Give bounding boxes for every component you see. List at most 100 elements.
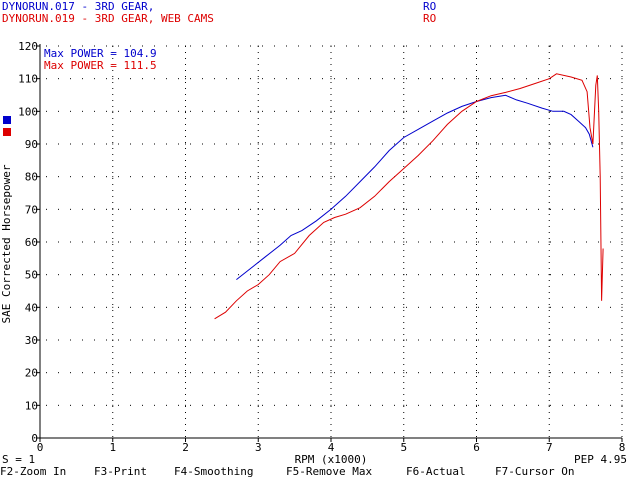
grid-dot bbox=[58, 404, 59, 406]
grid-dot bbox=[466, 241, 467, 243]
grid-dot bbox=[514, 274, 515, 276]
grid-dot bbox=[58, 176, 59, 178]
grid-dot bbox=[403, 358, 405, 359]
grid-dot bbox=[112, 436, 114, 437]
grid-dot bbox=[454, 339, 455, 341]
grid-dot bbox=[334, 176, 335, 178]
grid-dot bbox=[621, 142, 623, 143]
grid-dot bbox=[621, 388, 623, 389]
grid-dot bbox=[330, 244, 332, 245]
grid-dot bbox=[330, 208, 332, 209]
grid-dot bbox=[621, 406, 623, 407]
grid-dot bbox=[382, 339, 383, 341]
zoom-in-key[interactable]: F2-Zoom In bbox=[0, 465, 67, 478]
y-tick-label: 10 bbox=[25, 399, 38, 412]
grid-dot bbox=[382, 306, 383, 308]
grid-dot bbox=[466, 208, 467, 210]
actual-key[interactable]: F6-Actual bbox=[406, 465, 466, 478]
grid-dot bbox=[476, 250, 477, 251]
grid-dot bbox=[118, 339, 119, 341]
grid-dot bbox=[226, 208, 227, 210]
grid-dot bbox=[476, 76, 477, 77]
grid-dot bbox=[185, 112, 186, 113]
grid-dot bbox=[202, 404, 203, 406]
grid-dot bbox=[142, 78, 143, 80]
grid-dot bbox=[226, 241, 227, 243]
grid-dot bbox=[118, 372, 119, 374]
grid-dot bbox=[112, 268, 114, 269]
grid-dot bbox=[257, 404, 259, 406]
grid-dot bbox=[403, 310, 405, 311]
grid-dot bbox=[526, 241, 527, 243]
grid-dot bbox=[330, 124, 332, 125]
grid-dot bbox=[185, 148, 186, 149]
print-key[interactable]: F3-Print bbox=[94, 465, 147, 478]
grid-dot bbox=[346, 110, 347, 112]
grid-dot bbox=[382, 404, 383, 406]
grid-dot bbox=[394, 404, 395, 406]
grid-dot bbox=[46, 143, 47, 145]
grid-dot bbox=[550, 208, 551, 210]
grid-dot bbox=[346, 78, 347, 80]
grid-dot bbox=[58, 110, 59, 112]
grid-dot bbox=[112, 328, 114, 329]
grid-dot bbox=[82, 306, 83, 308]
grid-dot bbox=[548, 220, 550, 221]
grid-dot bbox=[358, 78, 359, 80]
grid-dot bbox=[112, 154, 114, 155]
grid-dot bbox=[257, 130, 259, 131]
grid-dot bbox=[476, 322, 477, 323]
grid-dot bbox=[548, 232, 550, 233]
grid-dot bbox=[403, 286, 405, 287]
grid-dot bbox=[403, 46, 405, 47]
grid-dot bbox=[190, 339, 191, 341]
grid-dot bbox=[250, 372, 251, 374]
grid-dot bbox=[94, 306, 95, 308]
grid-dot bbox=[548, 208, 550, 209]
grid-dot bbox=[621, 58, 623, 59]
grid-dot bbox=[621, 78, 623, 80]
grid-dot bbox=[454, 78, 455, 80]
grid-dot bbox=[538, 372, 539, 374]
grid-dot bbox=[358, 143, 359, 145]
remove-max-key[interactable]: F5-Remove Max bbox=[286, 465, 373, 478]
grid-dot bbox=[610, 372, 611, 374]
smoothing-key[interactable]: F4-Smoothing bbox=[174, 465, 254, 478]
grid-dot bbox=[112, 292, 114, 293]
grid-dot bbox=[330, 88, 332, 89]
grid-dot bbox=[185, 220, 186, 221]
grid-dot bbox=[330, 110, 332, 112]
grid-dot bbox=[130, 143, 131, 145]
grid-dot bbox=[202, 339, 203, 341]
grid-dot bbox=[185, 262, 186, 263]
grid-dot bbox=[548, 76, 550, 77]
grid-dot bbox=[548, 376, 550, 377]
grid-dot bbox=[382, 241, 383, 243]
grid-dot bbox=[442, 372, 443, 374]
grid-dot bbox=[598, 78, 599, 80]
grid-dot bbox=[476, 262, 477, 263]
grid-dot bbox=[46, 45, 47, 47]
grid-dot bbox=[112, 334, 114, 335]
max-power-label: Max POWER = 104.9 bbox=[44, 47, 157, 60]
grid-dot bbox=[334, 78, 335, 80]
grid-dot bbox=[406, 78, 407, 80]
grid-dot bbox=[185, 400, 186, 401]
grid-dot bbox=[476, 46, 477, 47]
grid-dot bbox=[257, 148, 259, 149]
cursor-on-key[interactable]: F7-Cursor On bbox=[495, 465, 575, 478]
grid-dot bbox=[185, 394, 186, 395]
grid-dot bbox=[257, 364, 259, 365]
grid-dot bbox=[202, 306, 203, 308]
grid-dot bbox=[178, 110, 179, 112]
grid-dot bbox=[202, 241, 203, 243]
grid-dot bbox=[226, 372, 227, 374]
grid-dot bbox=[238, 208, 239, 210]
grid-dot bbox=[330, 82, 332, 83]
grid-dot bbox=[586, 404, 587, 406]
grid-dot bbox=[621, 226, 623, 227]
grid-dot bbox=[202, 208, 203, 210]
grid-dot bbox=[190, 45, 191, 47]
grid-dot bbox=[106, 176, 107, 178]
grid-dot bbox=[403, 412, 405, 413]
